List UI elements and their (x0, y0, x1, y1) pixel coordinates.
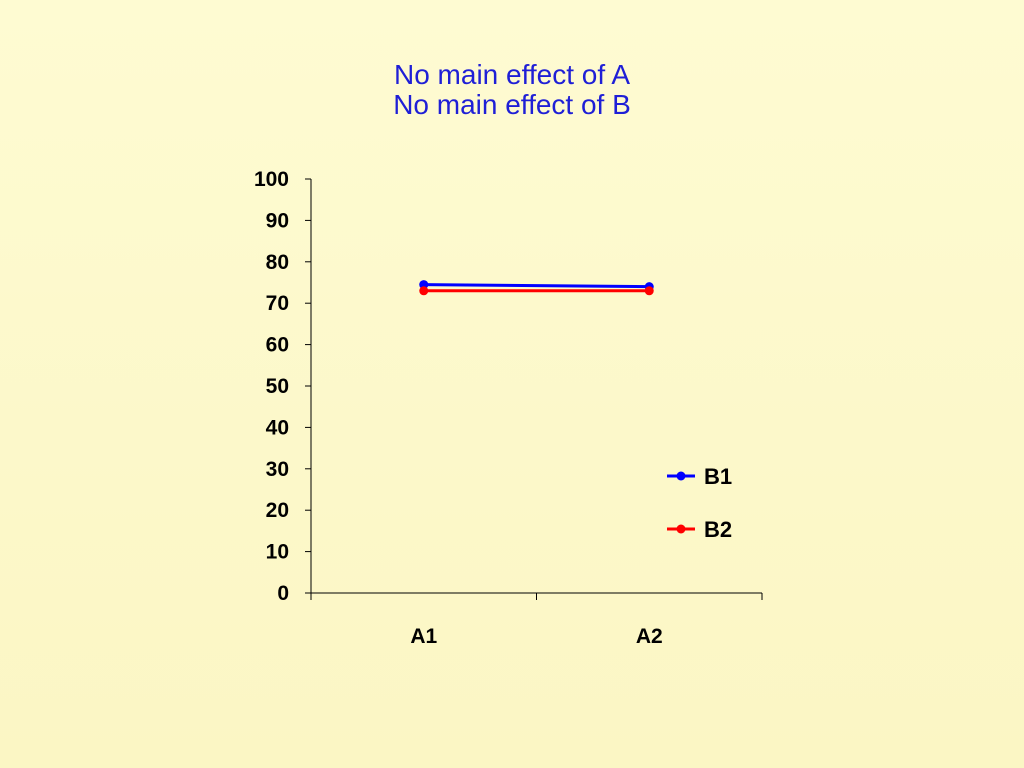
data-point-b1 (419, 280, 429, 290)
title-line-2: No main effect of B (393, 89, 631, 120)
legend-label-b1: B1 (704, 464, 732, 489)
y-tick-label: 70 (266, 292, 289, 315)
y-tick-label: 0 (277, 582, 289, 605)
x-tick-label: A2 (636, 625, 663, 648)
y-tick-label: 100 (254, 168, 289, 191)
series-group (419, 280, 654, 296)
y-tick-label: 10 (266, 541, 289, 564)
axes (310, 179, 762, 594)
y-axis-ticks: 0 10 20 30 40 50 60 70 80 90 100 (254, 168, 311, 605)
data-point-b2 (644, 286, 654, 296)
legend-marker-b2 (676, 524, 686, 534)
y-tick-label: 20 (266, 499, 289, 522)
y-tick-label: 30 (266, 458, 289, 481)
chart-title: No main effect of A No main effect of B (0, 60, 1024, 120)
series-line-b1 (423, 283, 650, 289)
legend-label-b2: B2 (704, 517, 732, 542)
y-tick-label: 50 (266, 375, 289, 398)
title-line-1: No main effect of A (393, 59, 631, 90)
data-point-b2 (419, 286, 429, 296)
y-tick-label: 60 (266, 334, 289, 357)
legend-marker-b1 (676, 471, 686, 481)
legend: B1 B2 (667, 464, 732, 542)
y-tick-label: 40 (266, 416, 289, 439)
y-tick-label: 80 (266, 251, 289, 274)
x-axis-ticks: A1 A2 (310, 593, 763, 648)
x-tick-label: A1 (410, 625, 437, 648)
y-tick-label: 90 (266, 209, 289, 232)
